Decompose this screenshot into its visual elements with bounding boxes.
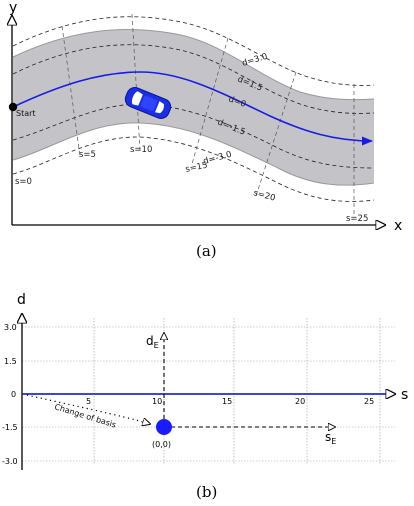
x-axis-label: x [394, 218, 402, 234]
ego-point [156, 419, 172, 435]
s-tick-5: 5 [86, 397, 91, 406]
d-tick-1-5: 1.5 [4, 357, 17, 366]
s-e-label: sE [325, 430, 336, 446]
d-axis-label: d [17, 292, 26, 308]
reference-path [12, 71, 374, 146]
s-label-10: s=10 [130, 145, 152, 155]
start-label: Start [16, 109, 36, 118]
grid [22, 318, 395, 464]
s-tick-20: 20 [295, 397, 305, 406]
car-icon [124, 87, 172, 119]
d-tick-0: 0 [11, 390, 16, 399]
s-lines [61, 13, 355, 214]
d-line-minus-1-5 [12, 103, 375, 169]
caption-b: (b) [196, 483, 217, 501]
road-band [13, 29, 374, 186]
s-tick-10: 10 [152, 397, 162, 406]
s-label-25: s=25 [346, 214, 368, 224]
d-tick-3: 3.0 [4, 323, 17, 332]
s-label-0: s=0 [15, 177, 32, 187]
origin-label: (0,0) [152, 440, 171, 449]
d-tick-minus-3: -3.0 [2, 457, 18, 466]
d-line-plus-1-5 [12, 44, 375, 114]
start-point [8, 102, 18, 112]
s-tick-15: 15 [222, 397, 232, 406]
d-label-plus-3: d=3.0 [241, 52, 269, 69]
d-e-label: dE [146, 334, 159, 350]
panel-a: Start d=3.0 d=1.5 d=0 d=-1.5 d=-3.0 s=0 … [9, 0, 402, 260]
s-label-20: s=20 [252, 188, 276, 203]
change-of-basis-arrow [26, 394, 150, 424]
panel-b: s d 5 10 15 20 25 3.0 1.5 0 -1.5 -3.0 Ch… [2, 292, 408, 501]
d-tick-minus-1-5: -1.5 [2, 423, 18, 432]
d-line-plus-3 [12, 16, 375, 86]
s-axis-label: s [401, 387, 408, 403]
change-of-basis-label: Change of basis [53, 402, 117, 429]
road-edge-bottom [12, 122, 375, 186]
caption-a: (a) [196, 242, 217, 260]
y-axis-label: y [9, 0, 17, 16]
s-label-15: s=15 [185, 161, 209, 175]
road-edge-top [12, 29, 375, 101]
s-tick-25: 25 [364, 397, 374, 406]
s-label-5: s=5 [79, 150, 96, 160]
